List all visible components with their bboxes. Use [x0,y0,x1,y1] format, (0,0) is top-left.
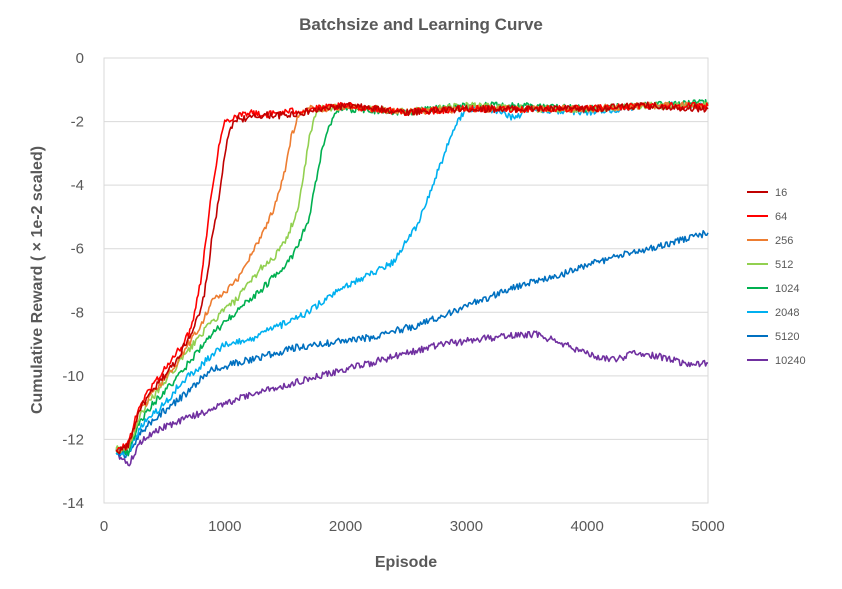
x-tick-label: 2000 [329,518,362,535]
y-tick-label: -4 [71,177,84,194]
chart-title: Batchsize and Learning Curve [299,15,543,34]
x-axis-ticks: 0 1000 2000 3000 4000 5000 [100,518,725,535]
y-tick-label: -10 [62,368,84,385]
x-tick-label: 4000 [571,518,604,535]
plot-area-frame [103,57,709,504]
legend-label-512: 512 [775,259,793,271]
y-tick-label: 0 [76,50,84,67]
series-lines [115,99,709,467]
x-tick-label: 0 [100,518,108,535]
y-axis-ticks: 0 -2 -4 -6 -8 -10 -12 -14 [62,50,84,512]
gridlines [104,57,708,504]
x-tick-label: 3000 [450,518,483,535]
legend-label-10240: 10240 [775,355,806,367]
series-line-512 [115,101,709,453]
series-line-2048 [115,101,709,457]
legend-label-2048: 2048 [775,307,799,319]
legend-label-5120: 5120 [775,331,799,343]
y-tick-label: -14 [62,495,84,512]
y-axis-title: Cumulative Reward ( × 1e-2 scaled) [29,146,46,414]
legend-label-16: 16 [775,187,787,199]
series-line-16 [115,101,709,455]
series-line-256 [115,101,709,453]
x-tick-label: 1000 [208,518,241,535]
legend: 16 64 256 512 1024 2048 5120 10240 [747,187,806,367]
legend-label-256: 256 [775,235,793,247]
y-tick-label: -6 [71,241,84,258]
y-tick-label: -8 [71,304,84,321]
x-axis-title: Episode [375,554,437,571]
y-tick-label: -12 [62,431,84,448]
series-line-1024 [115,99,709,457]
series-line-64 [115,101,709,452]
series-line-5120 [115,230,709,459]
x-tick-label: 5000 [691,518,724,535]
series-line-10240 [115,330,709,467]
y-tick-label: -2 [71,114,84,131]
legend-label-1024: 1024 [775,283,799,295]
legend-label-64: 64 [775,211,787,223]
